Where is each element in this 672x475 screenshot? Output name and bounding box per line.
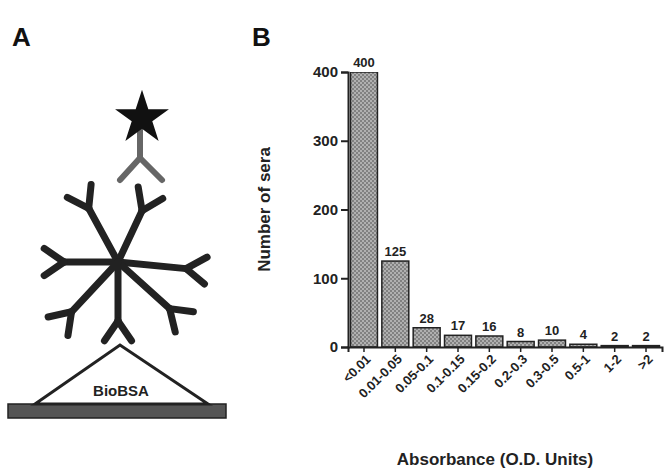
tick: 0 [330, 338, 348, 355]
antibody-fork [118, 321, 132, 341]
bars [351, 72, 660, 347]
y-axis-title: Number of sera [255, 147, 274, 272]
tick: 0.5-1 [561, 347, 593, 383]
antibody-arm [115, 262, 122, 321]
tick: 300 [313, 132, 348, 149]
antibody-arm [64, 259, 118, 266]
x-axis-title: Absorbance (O.D. Units) [397, 450, 593, 469]
tick-label: 0.01-0.05 [355, 352, 404, 401]
data-label: 8 [517, 325, 524, 340]
tick: 0.3-0.5 [522, 347, 561, 391]
tick-label: 0.5-1 [561, 352, 593, 384]
data-label: 4 [580, 327, 588, 342]
data-label: 400 [353, 55, 375, 70]
tick-label: 1-2 [600, 352, 624, 376]
tick: 0.01-0.05 [355, 347, 404, 401]
tick-label: 0.3-0.5 [522, 352, 561, 391]
data-label: 17 [451, 318, 465, 333]
data-label: 16 [482, 319, 496, 334]
y-axis: 0 100 200 300 400 [313, 63, 349, 355]
tick-label: 300 [313, 132, 338, 149]
data-label: 125 [384, 244, 406, 259]
tick-mark [395, 347, 397, 352]
tick-mark [583, 347, 585, 352]
axis-line [341, 73, 349, 348]
data-label: 2 [611, 329, 618, 344]
antibody-arm [118, 262, 170, 309]
bar [382, 261, 409, 347]
antibody-fork [138, 187, 142, 211]
tick: >2 [635, 347, 656, 373]
tick-label: 0.2-0.3 [491, 352, 530, 391]
data-label: 2 [642, 329, 649, 344]
axis-line [349, 348, 663, 353]
tick-label: 0.15-0.2 [455, 352, 499, 396]
data-label: 10 [545, 323, 559, 338]
bar [507, 342, 534, 348]
tick-mark [341, 347, 348, 349]
diagram-label: BioBSA [93, 382, 149, 399]
tick-mark [614, 347, 616, 352]
tick-mark [341, 140, 348, 142]
bar [476, 336, 503, 347]
tick-mark [341, 72, 348, 74]
antibody-fork [170, 309, 194, 312]
secondary-stem [137, 128, 143, 158]
tick-label: 200 [313, 201, 338, 218]
x-axis: <0.010.01-0.050.05-0.10.1-0.150.15-0.20.… [340, 347, 663, 401]
tick-label: 400 [313, 63, 338, 80]
label-star [115, 90, 169, 141]
figure: A B BioBSA 400 125 28 17 16 8 10 4 2 2 0 100 200 300 400 <… [0, 0, 672, 475]
antibody-arm [89, 208, 118, 262]
tick-mark [645, 347, 647, 352]
tick: 100 [313, 270, 348, 287]
tick: 0.2-0.3 [491, 347, 530, 391]
data-labels: 400 125 28 17 16 8 10 4 2 2 [353, 55, 650, 344]
antibody-fork [186, 257, 207, 269]
bar [445, 335, 472, 347]
tick-label: >2 [635, 352, 656, 373]
plate [8, 404, 226, 418]
antibody-arm [118, 211, 142, 262]
tick-mark [489, 347, 491, 352]
tick-mark [363, 347, 365, 352]
tick: 1-2 [600, 347, 624, 375]
panel-label: A [12, 22, 31, 52]
tick-label: 0 [330, 338, 338, 355]
biobsa-triangle [35, 345, 208, 404]
secondary-arm [140, 158, 162, 180]
tick-mark [457, 347, 459, 352]
bar [539, 340, 566, 347]
tick-mark [341, 278, 348, 280]
tick-mark [426, 347, 428, 352]
tick: 400 [313, 63, 348, 80]
antibody-fork [68, 312, 72, 336]
bar [413, 328, 440, 347]
antibody-arm [72, 262, 118, 312]
tick-label: 100 [313, 270, 338, 287]
antibody-fork [67, 197, 88, 208]
data-label: 28 [419, 311, 433, 326]
bar [351, 72, 378, 347]
tick: 200 [313, 201, 348, 218]
diagram: BioBSA [8, 90, 226, 418]
tick: 0.15-0.2 [455, 347, 499, 396]
secondary-arm [120, 158, 140, 180]
tick-mark [520, 347, 522, 352]
antibody-fork [44, 262, 64, 276]
panel-label: B [252, 22, 271, 52]
tick-mark [551, 347, 553, 352]
tick-mark [341, 209, 348, 211]
